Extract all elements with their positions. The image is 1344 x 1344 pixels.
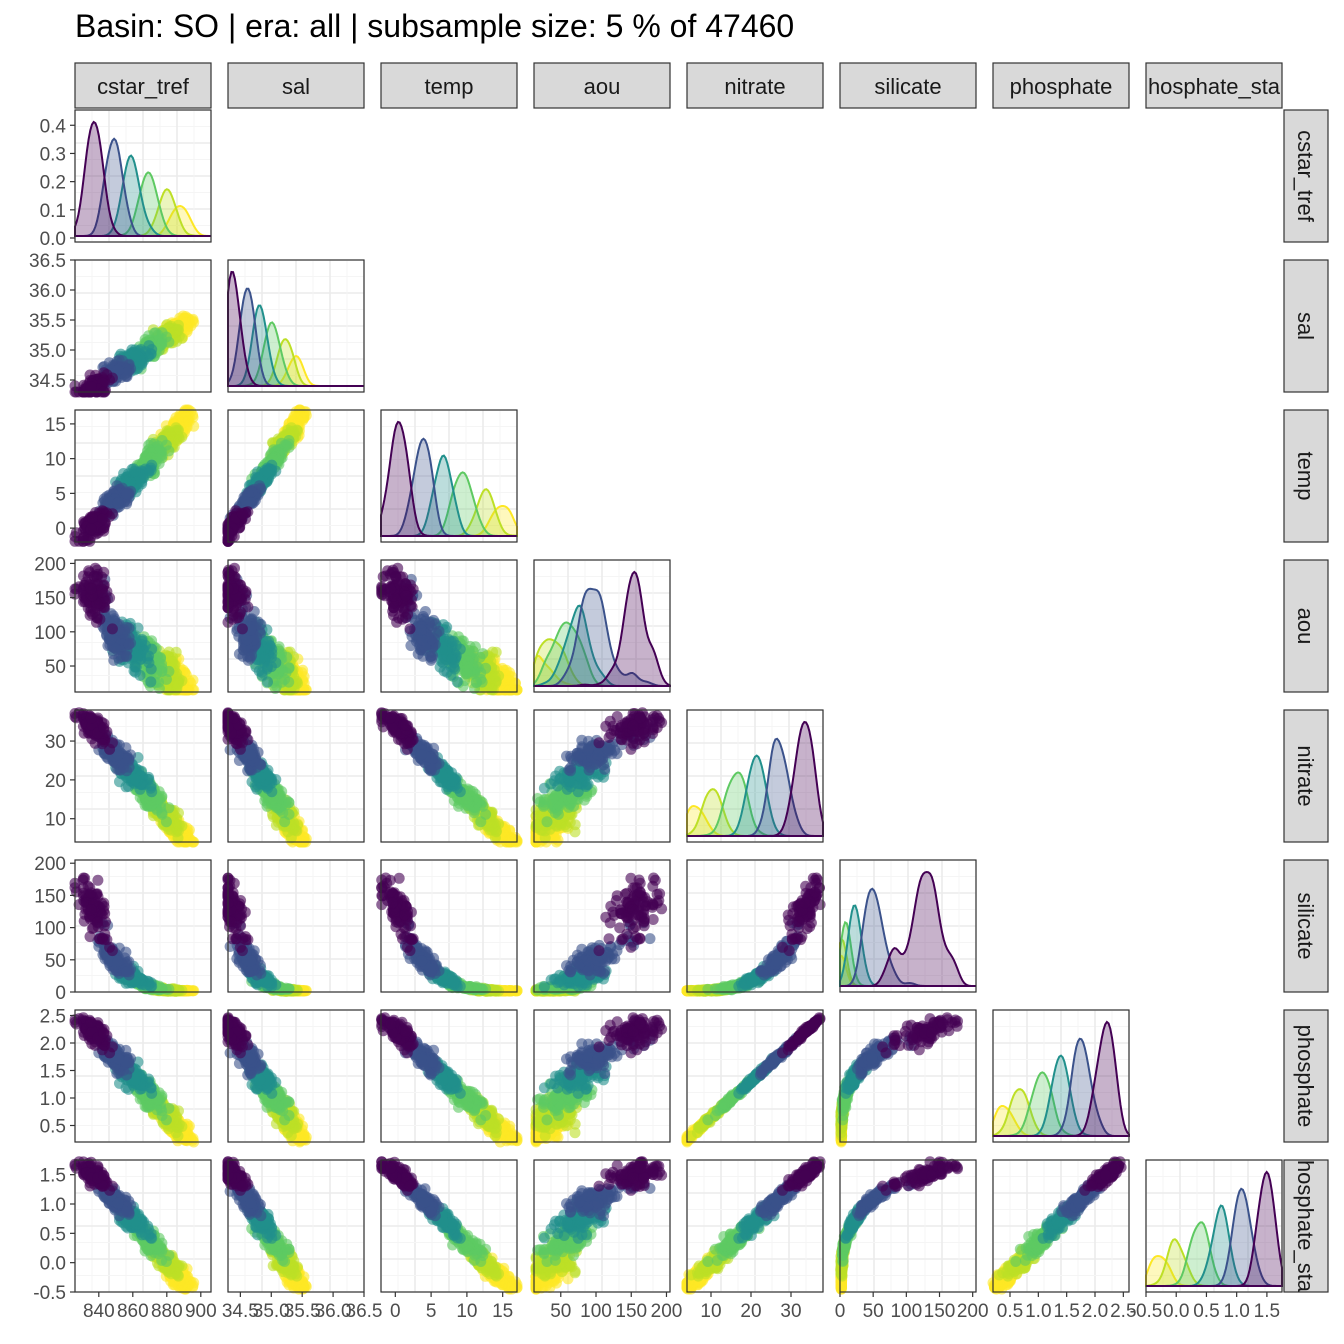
point bbox=[236, 737, 248, 749]
point bbox=[451, 676, 463, 688]
panel-nitrate-vs-cstar_tref bbox=[69, 707, 212, 848]
point bbox=[96, 738, 108, 750]
point bbox=[233, 612, 245, 623]
panel-temp-vs-sal bbox=[222, 404, 365, 547]
point bbox=[242, 765, 254, 777]
point bbox=[129, 661, 141, 673]
point bbox=[145, 462, 157, 474]
point bbox=[404, 623, 416, 635]
point bbox=[70, 527, 82, 539]
point bbox=[85, 712, 97, 724]
point bbox=[391, 616, 403, 628]
point bbox=[91, 612, 103, 623]
point bbox=[173, 807, 184, 819]
panel-temp-vs-cstar_tref bbox=[69, 404, 212, 547]
point bbox=[121, 488, 133, 500]
panel-temp-vs-temp bbox=[380, 409, 518, 543]
point bbox=[106, 508, 118, 520]
point bbox=[183, 684, 195, 696]
panel-aou-vs-sal bbox=[222, 559, 365, 696]
point bbox=[106, 623, 118, 635]
panel-cstar_tref-vs-cstar_tref bbox=[74, 109, 212, 243]
point bbox=[129, 466, 141, 477]
point bbox=[262, 676, 273, 688]
point bbox=[236, 508, 248, 520]
point bbox=[245, 749, 257, 761]
point bbox=[85, 583, 97, 595]
point bbox=[461, 668, 473, 679]
panel-nitrate-vs-sal bbox=[222, 707, 365, 848]
panel-sal-vs-sal bbox=[227, 259, 365, 393]
point bbox=[415, 624, 427, 636]
point bbox=[145, 676, 157, 688]
point bbox=[112, 497, 124, 509]
panel-aou-vs-aou bbox=[533, 559, 671, 693]
point bbox=[386, 566, 398, 578]
point bbox=[400, 612, 412, 623]
chart-title: Basin: SO | era: all | subsample size: 5… bbox=[75, 8, 795, 44]
panel-aou-vs-temp bbox=[376, 559, 523, 696]
point bbox=[173, 678, 184, 689]
point bbox=[447, 635, 459, 647]
point bbox=[400, 590, 412, 602]
point bbox=[173, 431, 184, 443]
point bbox=[385, 583, 397, 595]
point bbox=[98, 722, 110, 734]
point bbox=[98, 525, 110, 537]
point bbox=[236, 623, 248, 635]
point bbox=[85, 381, 97, 393]
point bbox=[70, 583, 82, 595]
point bbox=[86, 512, 98, 524]
panel-nitrate-vs-temp bbox=[376, 707, 523, 848]
point bbox=[129, 348, 141, 360]
point bbox=[487, 672, 499, 684]
point bbox=[145, 663, 157, 675]
point bbox=[241, 634, 253, 646]
point bbox=[262, 661, 273, 673]
point bbox=[448, 661, 460, 673]
point bbox=[98, 566, 110, 578]
panel-sal-vs-cstar_tref bbox=[69, 259, 212, 398]
point bbox=[105, 634, 117, 646]
point bbox=[173, 324, 184, 336]
point bbox=[70, 712, 82, 724]
point bbox=[106, 372, 118, 384]
point bbox=[85, 523, 97, 535]
panel-aou-vs-cstar_tref bbox=[69, 559, 212, 696]
point bbox=[121, 765, 133, 777]
density-cstar_tref-group-0 bbox=[74, 120, 211, 237]
point bbox=[121, 651, 133, 662]
point bbox=[416, 634, 428, 646]
point bbox=[145, 782, 157, 794]
point bbox=[262, 466, 273, 477]
point bbox=[106, 737, 118, 749]
point bbox=[145, 348, 157, 360]
